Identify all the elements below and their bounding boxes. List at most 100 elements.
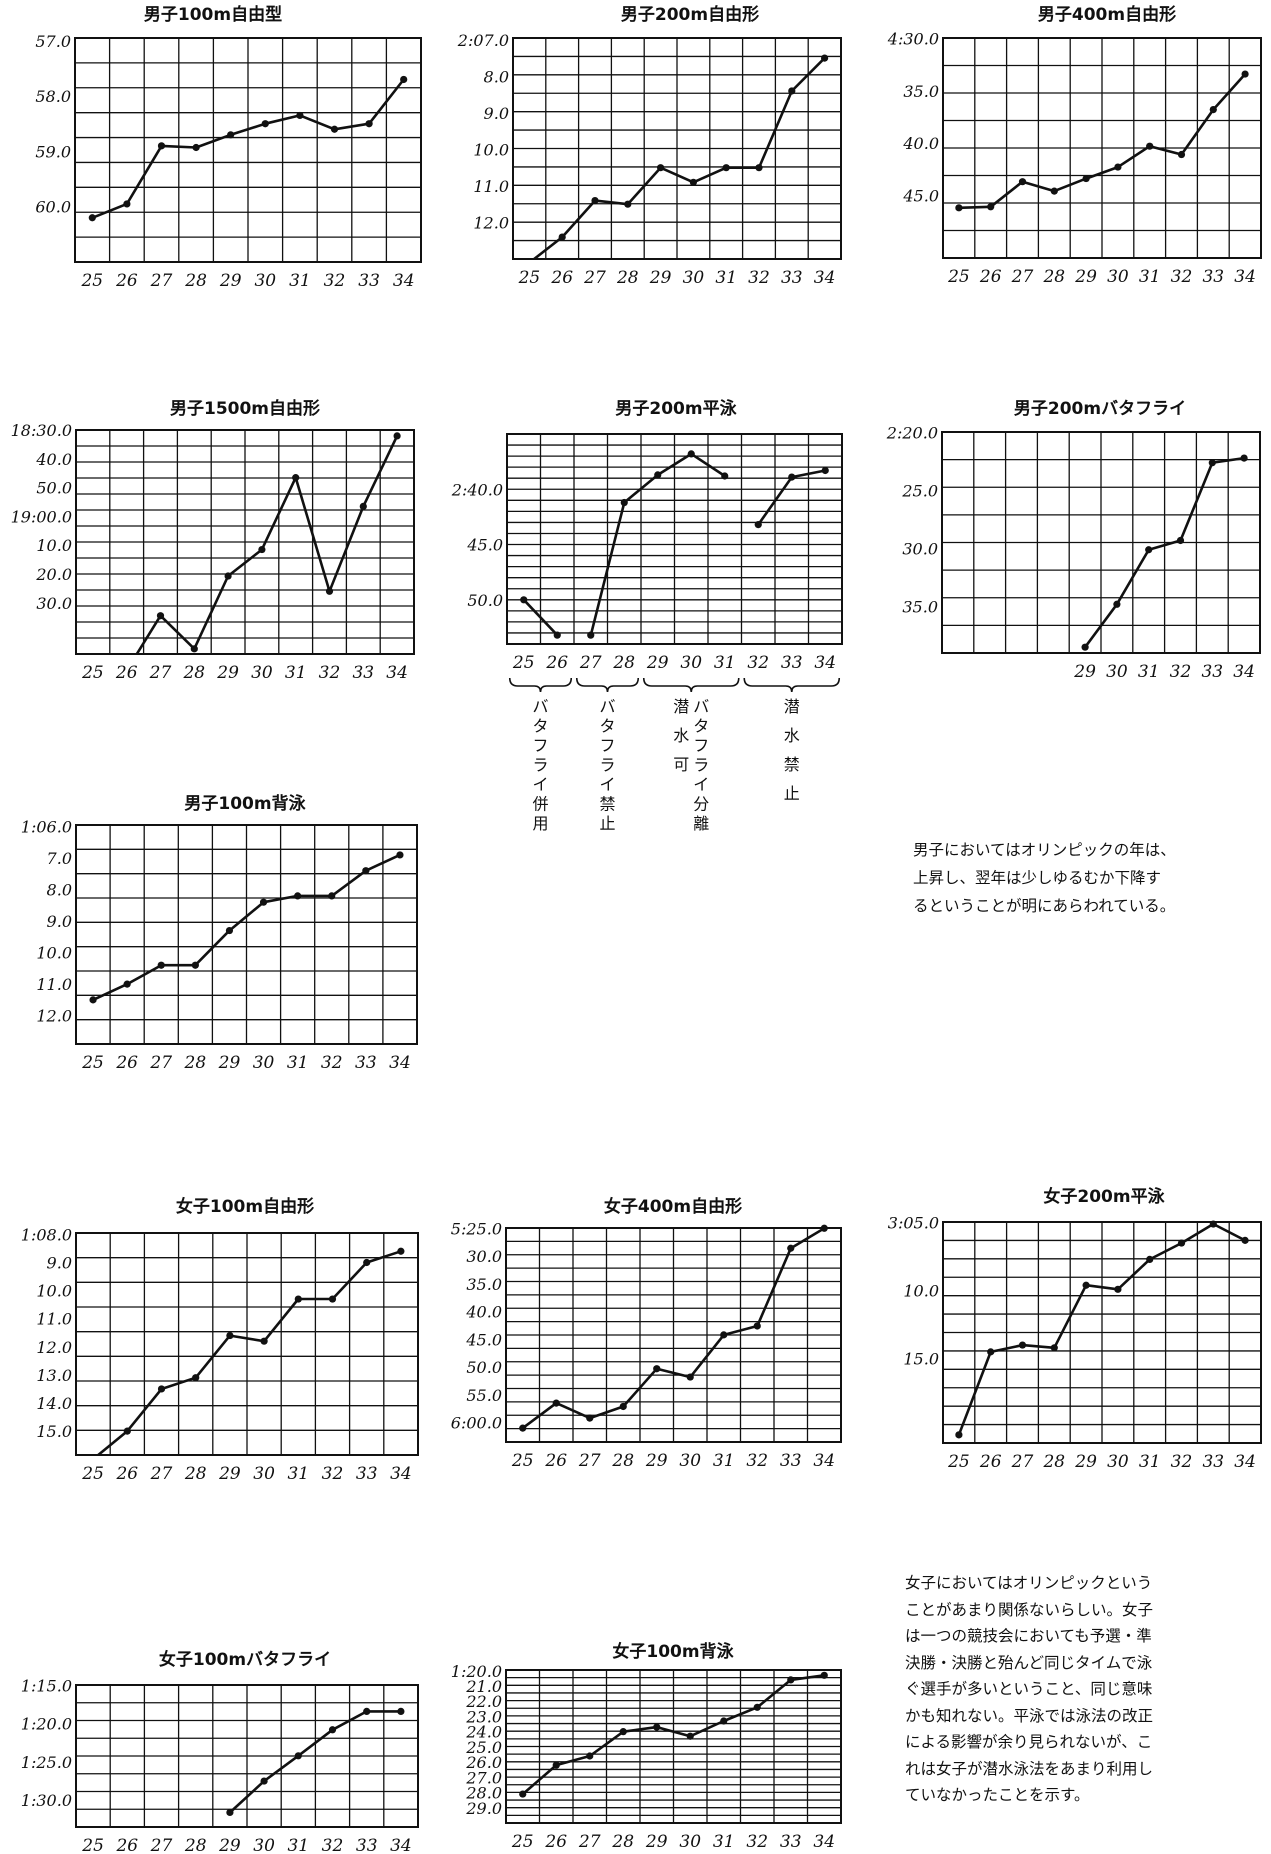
rule-note-char: 分 [693, 795, 709, 814]
data-point [328, 892, 336, 900]
y-tick-label: 40.0 [35, 450, 72, 469]
y-tick-label: 22.0 [465, 1692, 502, 1711]
data-point [689, 178, 698, 186]
x-tick-label: 29 [1074, 267, 1097, 287]
data-point [987, 203, 995, 211]
data-point [955, 1431, 963, 1439]
chart-title: 男子400m自由形 [1038, 4, 1176, 25]
y-tick-label: 45.0 [465, 1330, 502, 1349]
data-point [787, 1244, 795, 1252]
bracket [575, 677, 640, 693]
plot-frame [942, 1221, 1262, 1444]
data-point [88, 214, 96, 222]
y-tick-label: 15.0 [36, 1422, 72, 1441]
data-point [519, 1790, 527, 1798]
x-tick-label: 25 [81, 1836, 104, 1854]
x-tick-label: 27 [578, 1832, 601, 1852]
data-point [397, 1247, 405, 1255]
y-tick-label: 20.0 [35, 565, 72, 584]
y-tick-label: 55.0 [466, 1386, 502, 1405]
bracket [743, 677, 841, 693]
x-tick-label: 32 [1170, 662, 1192, 682]
x-tick-label: 27 [579, 653, 602, 673]
data-point [1177, 150, 1186, 159]
x-tick-label: 32 [322, 1464, 344, 1484]
x-tick-label: 29 [218, 1836, 241, 1854]
x-tick-label: 31 [1138, 662, 1160, 682]
y-tick-label: 50.0 [467, 591, 503, 610]
data-point [225, 926, 234, 935]
data-point [359, 502, 367, 510]
data-point [820, 1671, 828, 1679]
x-tick-label: 25 [518, 268, 541, 288]
data-point [1082, 1281, 1090, 1289]
data-point [363, 1258, 371, 1267]
x-tick-label: 34 [389, 1053, 411, 1073]
x-tick-label: 28 [1042, 267, 1065, 287]
data-point [294, 892, 302, 900]
data-point [721, 472, 729, 480]
data-point [519, 1424, 527, 1432]
x-tick-label: 27 [150, 1464, 173, 1484]
x-tick-label: 30 [683, 268, 705, 288]
y-tick-label: 45.0 [902, 186, 939, 205]
y-tick-label: 18:30.0 [11, 421, 72, 440]
x-tick-label: 33 [355, 1053, 377, 1073]
rule-note-char: 禁 [784, 755, 800, 774]
x-tick-label: 32 [1171, 1452, 1193, 1472]
data-point [586, 1414, 594, 1422]
x-tick-label: 30 [253, 1836, 275, 1854]
rule-note-char: フ [532, 736, 548, 755]
plot-frame [75, 1684, 419, 1828]
data-point [89, 996, 97, 1004]
data-point [1146, 142, 1154, 150]
x-tick-label: 25 [81, 663, 104, 683]
y-tick-label: 8.0 [47, 881, 72, 900]
data-point [328, 1295, 337, 1303]
x-tick-label: 30 [251, 663, 273, 683]
data-point [1050, 1344, 1058, 1352]
data-point [820, 1224, 828, 1232]
x-tick-label: 33 [780, 1832, 802, 1852]
x-tick-label: 33 [358, 271, 380, 291]
men-commentary: 男子においてはオリンピックの年は、 上昇し、翌年は少しゆるむか下降す るというこ… [913, 841, 1176, 915]
x-tick-label: 33 [1202, 1452, 1224, 1472]
data-point [558, 233, 566, 241]
y-tick-label: 9.0 [47, 1254, 72, 1273]
y-tick-label: 45.0 [466, 536, 503, 555]
x-tick-label: 32 [746, 1832, 768, 1852]
data-point [654, 471, 662, 479]
data-point [192, 1374, 200, 1382]
rule-note-char: フ [599, 736, 615, 755]
data-point [362, 867, 370, 875]
x-tick-label: 27 [578, 1451, 601, 1471]
data-point [720, 1331, 728, 1339]
x-tick-label: 28 [184, 1464, 207, 1484]
y-tick-label: 8.0 [484, 67, 509, 86]
rule-note-char: フ [693, 736, 709, 755]
data-point [653, 1723, 661, 1731]
rule-note-char: 離 [693, 814, 709, 833]
x-tick-label: 29 [219, 271, 242, 291]
x-tick-label: 32 [322, 1836, 344, 1854]
plot-frame [75, 1232, 419, 1456]
data-point [1240, 454, 1248, 462]
y-tick-label: 35.0 [903, 82, 939, 101]
data-point [1208, 459, 1216, 467]
x-tick-label: 26 [544, 1451, 567, 1471]
x-tick-label: 27 [150, 271, 173, 291]
data-point [400, 75, 408, 84]
data-point [686, 1373, 694, 1381]
y-tick-label: 23.0 [465, 1707, 502, 1726]
rule-note-char: イ [693, 775, 709, 794]
rule-note-char: イ [599, 775, 615, 794]
x-tick-label: 32 [1171, 267, 1193, 287]
chart-title: 男子200m平泳 [615, 398, 737, 419]
data-point [552, 1399, 560, 1407]
rule-note-char: 止 [599, 814, 615, 833]
x-tick-label: 33 [356, 1464, 378, 1484]
y-tick-label: 2:20.0 [886, 424, 938, 443]
data-point [294, 1752, 302, 1760]
x-tick-label: 28 [616, 268, 639, 288]
